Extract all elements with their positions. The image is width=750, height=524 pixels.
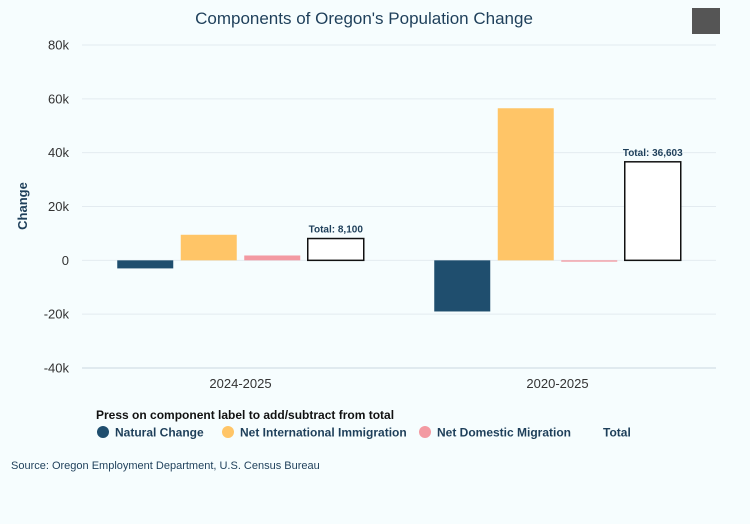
chart-title: Components of Oregon's Population Change	[195, 9, 533, 28]
y-tick-label: 40k	[48, 145, 69, 160]
legend-swatch	[97, 426, 109, 438]
bar-net-domestic-migration	[561, 260, 618, 262]
legend-label[interactable]: Natural Change	[115, 426, 204, 440]
legend-item-net-domestic-migration[interactable]: Net Domestic Migration	[419, 426, 571, 440]
bar-natural-change	[117, 260, 174, 269]
legend-label[interactable]: Total	[603, 426, 631, 440]
legend-item-total[interactable]: Total	[603, 426, 631, 440]
legend-title: Press on component label to add/subtract…	[96, 408, 394, 422]
y-tick-label: 60k	[48, 91, 69, 106]
y-tick-label: -40k	[44, 361, 70, 376]
bar-net-international-immigration	[497, 108, 554, 261]
bars	[117, 108, 682, 312]
y-axis-label: Change	[15, 182, 30, 230]
x-category-label: 2024-2025	[209, 376, 271, 391]
hamburger-menu-icon[interactable]	[692, 8, 720, 34]
total-data-label: Total: 8,100	[309, 225, 364, 236]
bar-total	[307, 237, 365, 262]
y-tick-label: -20k	[44, 307, 70, 322]
bar-total	[624, 161, 682, 262]
x-category-label: 2020-2025	[526, 376, 588, 391]
legend-item-natural-change[interactable]: Natural Change	[97, 426, 204, 440]
legend-swatch	[419, 426, 431, 438]
legend: Natural Change Net International Immigrat…	[97, 426, 631, 440]
gridlines	[82, 44, 716, 315]
legend-label[interactable]: Net Domestic Migration	[437, 426, 571, 440]
total-labels: Total: 8,100 Total: 36,603	[309, 148, 683, 236]
y-tick-label: 80k	[48, 38, 69, 53]
legend-swatch	[222, 426, 234, 438]
bar-net-domestic-migration	[244, 255, 301, 261]
source-note: Source: Oregon Employment Department, U.…	[11, 460, 320, 472]
bar-natural-change	[434, 260, 491, 312]
y-tick-label: 0	[62, 253, 69, 268]
legend-item-net-international-immigration[interactable]: Net International Immigration	[222, 426, 407, 440]
legend-label[interactable]: Net International Immigration	[240, 426, 407, 440]
y-tick-label: 20k	[48, 199, 69, 214]
category-labels: 2024-2025 2020-2025	[209, 376, 588, 391]
y-axis-ticks: -40k -20k 0 20k 40k 60k 80k	[44, 38, 70, 376]
total-data-label: Total: 36,603	[623, 148, 683, 159]
bar-net-international-immigration	[180, 234, 237, 261]
